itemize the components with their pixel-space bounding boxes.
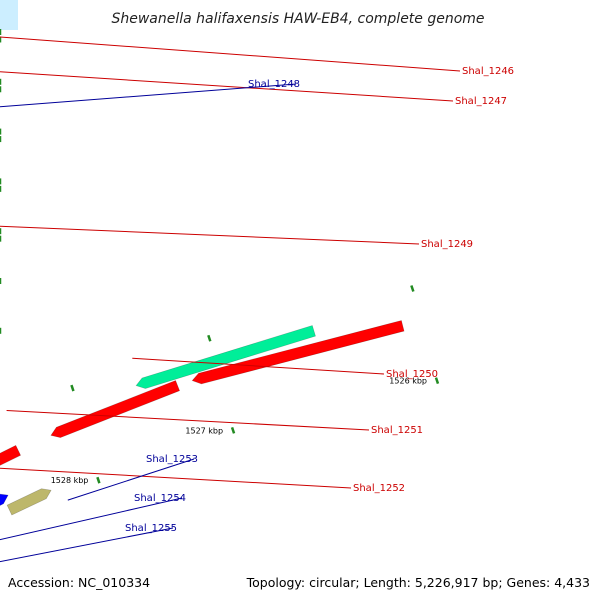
tick-label: 1527 kbp — [185, 426, 223, 435]
gene-label-shal_1248[interactable]: Shal_1248 — [248, 79, 300, 90]
tick-mark-right — [207, 334, 212, 342]
leader-line — [0, 497, 183, 541]
topology-text: Topology: circular; Length: 5,226,917 bp… — [246, 575, 590, 590]
label-layer: Shal_1246 Shal_1247 Shal_1248 Shal_1249 Shal… — [0, 36, 514, 563]
leader-line — [0, 527, 174, 563]
leader-line — [132, 357, 385, 375]
leader-line — [0, 225, 420, 245]
gene-label-shal_1252[interactable]: Shal_1252 — [353, 483, 405, 494]
tick-mark — [230, 427, 236, 434]
tick-layer: 1519 kbp1520 kbp1521 kbp1522 kbp1523 kbp… — [0, 28, 440, 485]
tick-label: 1526 kbp — [389, 377, 427, 386]
backbone-layer — [0, 0, 18, 30]
leader-line — [6, 410, 370, 431]
leader-line — [0, 83, 297, 108]
leader-line — [0, 467, 352, 489]
tick-label: 1528 kbp — [51, 476, 89, 485]
leader-line — [0, 71, 454, 102]
gene-label-shal_1249[interactable]: Shal_1249 — [421, 239, 473, 250]
feature-layer — [0, 320, 405, 520]
gene-arrow[interactable] — [191, 320, 405, 385]
gene-arrow-shal_1250[interactable] — [135, 325, 316, 389]
gene-label-shal_1253[interactable]: Shal_1253 — [146, 454, 198, 465]
tick-mark-right — [410, 285, 415, 292]
highlight-region — [0, 0, 18, 30]
leader-line — [67, 458, 195, 501]
gene-arrow-shal_1252[interactable] — [0, 444, 22, 476]
gene-label-shal_1251[interactable]: Shal_1251 — [371, 425, 423, 436]
gene-label-shal_1246[interactable]: Shal_1246 — [462, 66, 514, 77]
gene-label-shal_1255[interactable]: Shal_1255 — [125, 523, 177, 534]
accession-text: Accession: NC_010334 — [8, 575, 150, 590]
gene-label-shal_1247[interactable]: Shal_1247 — [455, 96, 507, 107]
tick-mark-right — [70, 384, 75, 392]
leader-line — [0, 36, 461, 72]
tick-mark — [434, 377, 440, 384]
gene-arrow-shal_1251[interactable] — [50, 380, 180, 438]
gene-arrow-shal_1253[interactable] — [6, 488, 52, 516]
tick-mark — [96, 476, 101, 484]
gene-label-shal_1250[interactable]: Shal_1250 — [386, 369, 438, 380]
gene-label-shal_1254[interactable]: Shal_1254 — [134, 493, 186, 504]
gene-arrow[interactable] — [0, 493, 9, 520]
map-title: Shewanella halifaxensis HAW-EB4, complet… — [111, 11, 484, 27]
